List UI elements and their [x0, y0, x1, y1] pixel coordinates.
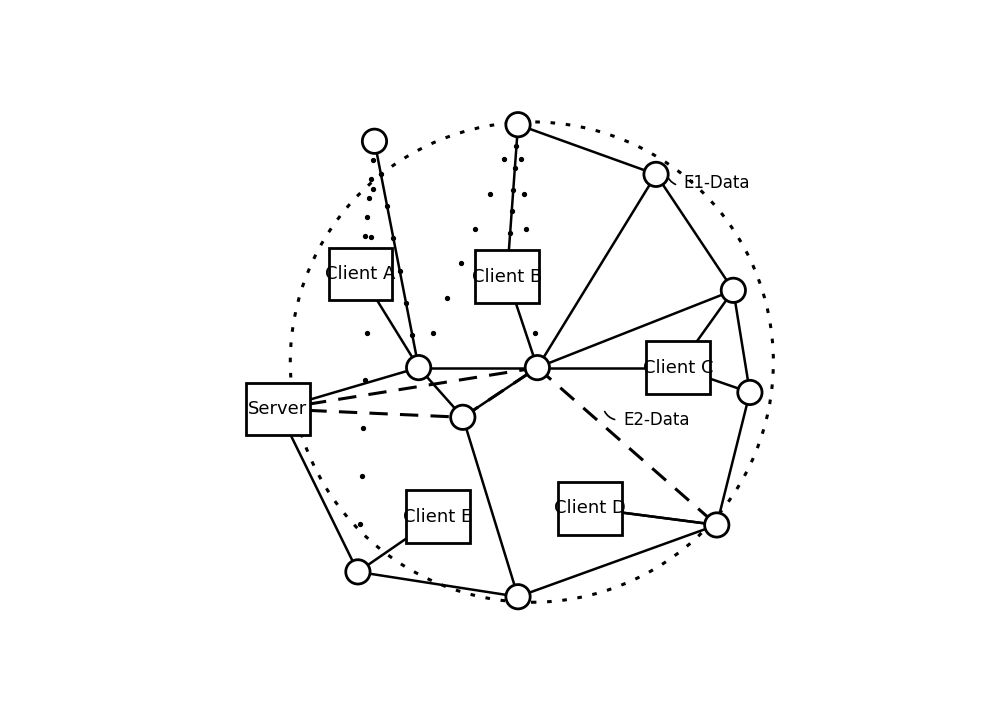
Text: Server: Server — [248, 400, 307, 418]
Circle shape — [451, 405, 475, 429]
Text: E2-Data: E2-Data — [623, 411, 689, 429]
FancyBboxPatch shape — [246, 383, 310, 435]
Circle shape — [705, 513, 729, 537]
FancyBboxPatch shape — [406, 490, 470, 543]
Text: Client A: Client A — [325, 265, 396, 282]
FancyBboxPatch shape — [558, 482, 622, 535]
Circle shape — [362, 129, 387, 153]
Circle shape — [506, 584, 530, 609]
Text: Client C: Client C — [643, 358, 713, 376]
Circle shape — [506, 113, 530, 137]
Circle shape — [525, 356, 549, 380]
FancyBboxPatch shape — [646, 341, 710, 394]
FancyBboxPatch shape — [475, 250, 539, 303]
Circle shape — [644, 162, 668, 186]
Text: E1-Data: E1-Data — [684, 174, 750, 191]
Text: Client D: Client D — [554, 499, 626, 518]
FancyBboxPatch shape — [329, 247, 392, 300]
Text: Client B: Client B — [472, 267, 542, 285]
Text: Client E: Client E — [403, 508, 473, 526]
Circle shape — [406, 356, 431, 380]
Circle shape — [346, 560, 370, 584]
Circle shape — [721, 278, 745, 303]
Circle shape — [738, 380, 762, 404]
